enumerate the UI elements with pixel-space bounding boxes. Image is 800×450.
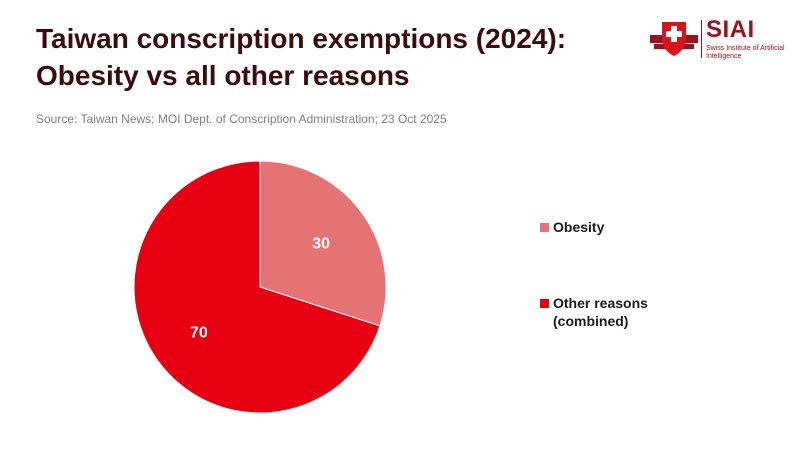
pie-slice-obesity: [259, 160, 387, 327]
legend-swatch-other: [540, 299, 549, 308]
legend-label-obesity: Obesity: [553, 219, 605, 235]
title-line-2: Obesity vs all other reasons: [36, 60, 410, 91]
title-line-1: Taiwan conscription exemptions (2024):: [36, 23, 567, 54]
logo-divider: [701, 20, 702, 58]
legend-label-other: Other reasons (combined): [553, 295, 648, 329]
legend-item-other: Other reasons (combined): [540, 294, 693, 330]
source-note: Source: Taiwan News; MOI Dept. of Conscr…: [36, 112, 447, 126]
logo-wordmark: SIAI: [706, 16, 755, 43]
chart-legend: Obesity Other reasons (combined): [540, 218, 693, 330]
pie-data-label-0: 30: [312, 236, 330, 253]
siai-logo: SIAI Swiss Institute of Artificial Intel…: [648, 16, 785, 62]
legend-item-obesity: Obesity: [540, 218, 693, 236]
logo-emblem-icon: [650, 22, 698, 56]
pie-slice-other-reasons-combined: [133, 160, 381, 414]
logo-subtitle: Swiss Institute of Artificial Intelligen…: [706, 45, 785, 60]
chart-title: Taiwan conscription exemptions (2024): O…: [36, 20, 636, 94]
legend-swatch-obesity: [540, 223, 549, 232]
pie-data-label-1: 70: [190, 324, 208, 341]
